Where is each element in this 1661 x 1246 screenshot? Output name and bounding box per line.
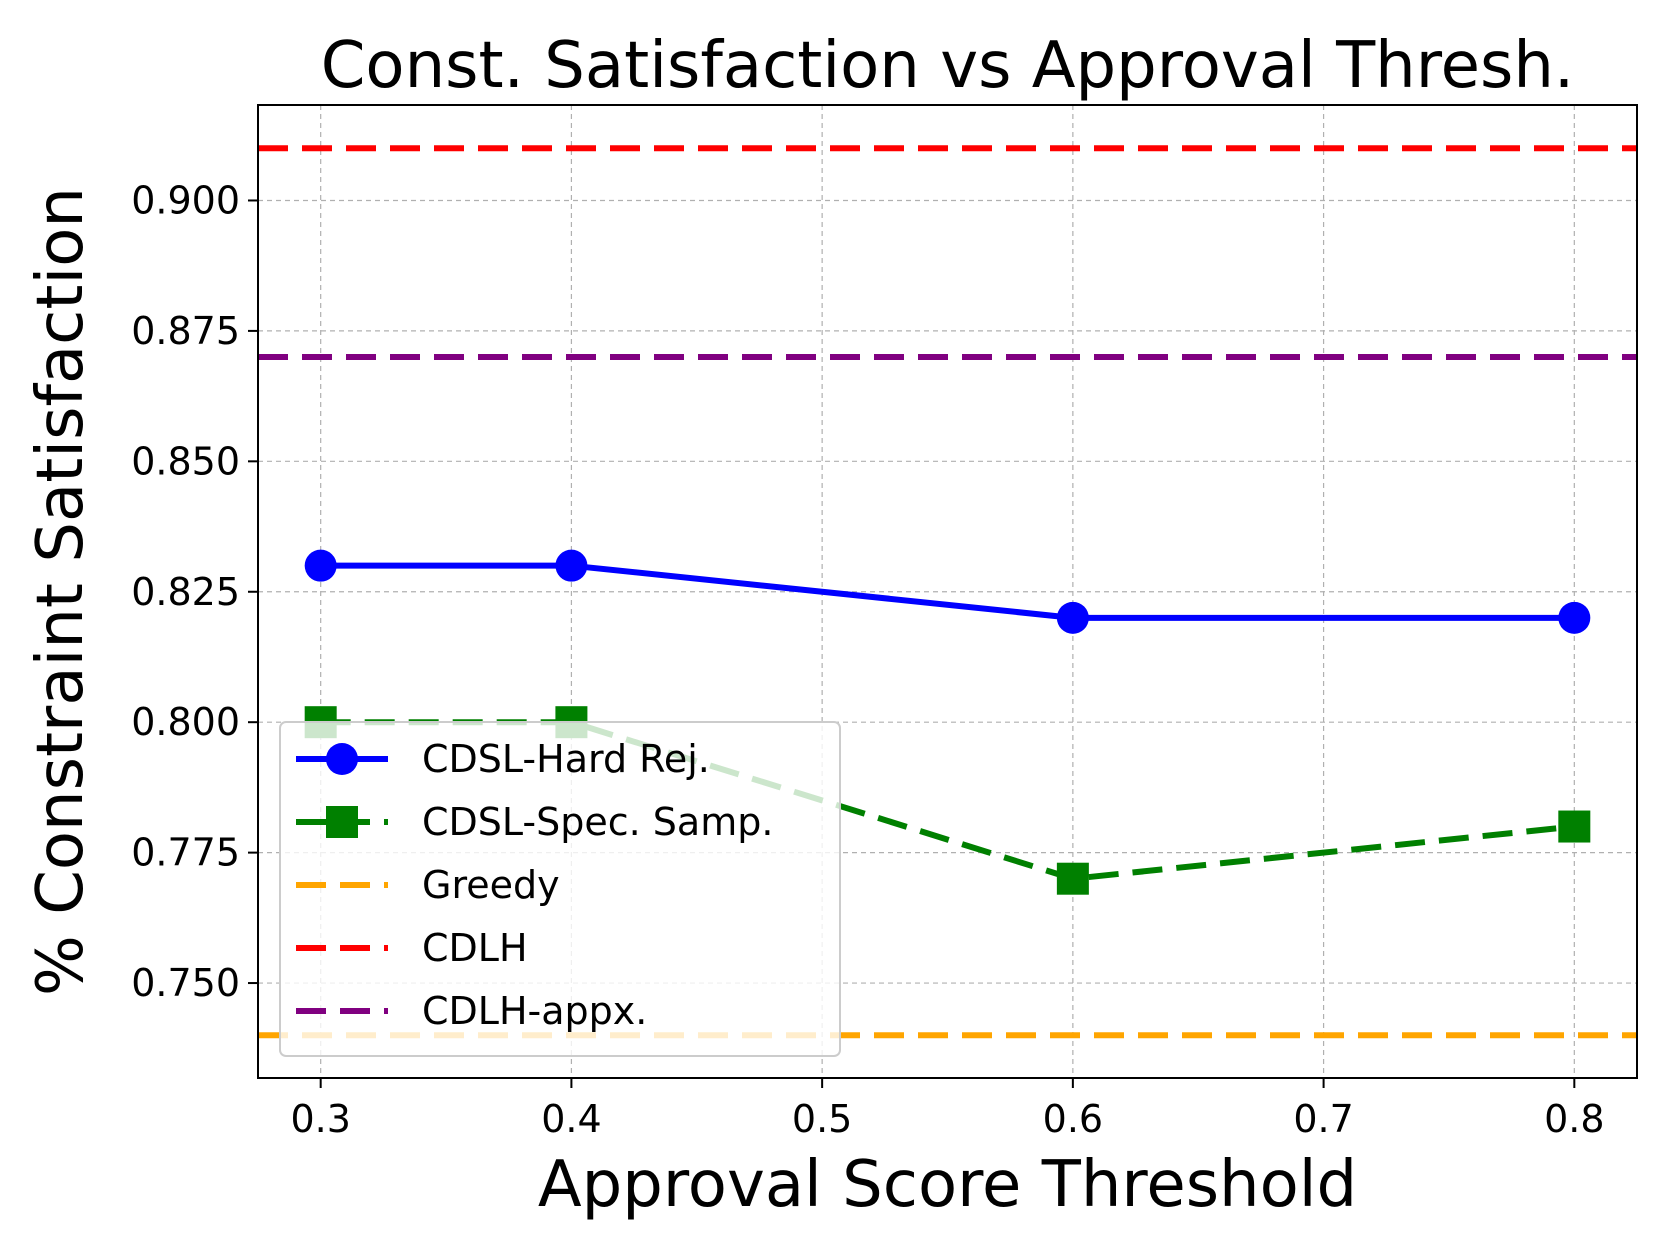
point-hard-rej bbox=[555, 549, 588, 582]
y-tick-label: 0.800 bbox=[131, 700, 240, 744]
legend-label: CDSL-Hard Rej. bbox=[422, 737, 710, 781]
legend-label: CDSL-Spec. Samp. bbox=[422, 800, 773, 844]
chart-title: Const. Satisfaction vs Approval Thresh. bbox=[321, 29, 1575, 103]
x-tick-label: 0.8 bbox=[1544, 1097, 1604, 1141]
legend-label: CDLH-appx. bbox=[422, 989, 647, 1033]
axis-ticks: 0.3 0.4 0.5 0.6 0.7 0.8 0.750 0.775 0.800 0.825 0.… bbox=[131, 178, 1604, 1141]
x-tick-label: 0.7 bbox=[1293, 1097, 1353, 1141]
legend-label: Greedy bbox=[422, 863, 560, 907]
y-tick-label: 0.850 bbox=[131, 439, 240, 483]
y-tick-label: 0.825 bbox=[131, 570, 240, 614]
x-tick-label: 0.4 bbox=[541, 1097, 601, 1141]
series-line-hard-rej bbox=[320, 562, 1575, 621]
y-axis-title: % Constraint Satisfaction bbox=[24, 187, 98, 996]
y-tick-label: 0.775 bbox=[131, 831, 240, 875]
x-tick-label: 0.3 bbox=[290, 1097, 350, 1141]
x-tick-label: 0.6 bbox=[1043, 1097, 1103, 1141]
point-hard-rej bbox=[1056, 601, 1089, 634]
point-spec-samp bbox=[1558, 810, 1591, 843]
x-axis-title: Approval Score Threshold bbox=[538, 1148, 1357, 1222]
legend-label: CDLH bbox=[422, 926, 528, 970]
x-tick-label: 0.5 bbox=[792, 1097, 852, 1141]
legend-marker bbox=[326, 806, 358, 838]
point-hard-rej bbox=[304, 549, 337, 582]
legend-marker bbox=[326, 743, 358, 775]
legend: CDSL-Hard Rej. CDSL-Spec. Samp. Greedy CDLH… bbox=[279, 721, 841, 1057]
y-tick-label: 0.750 bbox=[131, 961, 240, 1005]
point-hard-rej bbox=[1558, 601, 1591, 634]
y-tick-label: 0.900 bbox=[131, 178, 240, 222]
y-tick-label: 0.875 bbox=[131, 309, 240, 353]
point-spec-samp bbox=[1056, 862, 1089, 895]
legend-box bbox=[279, 721, 841, 1057]
